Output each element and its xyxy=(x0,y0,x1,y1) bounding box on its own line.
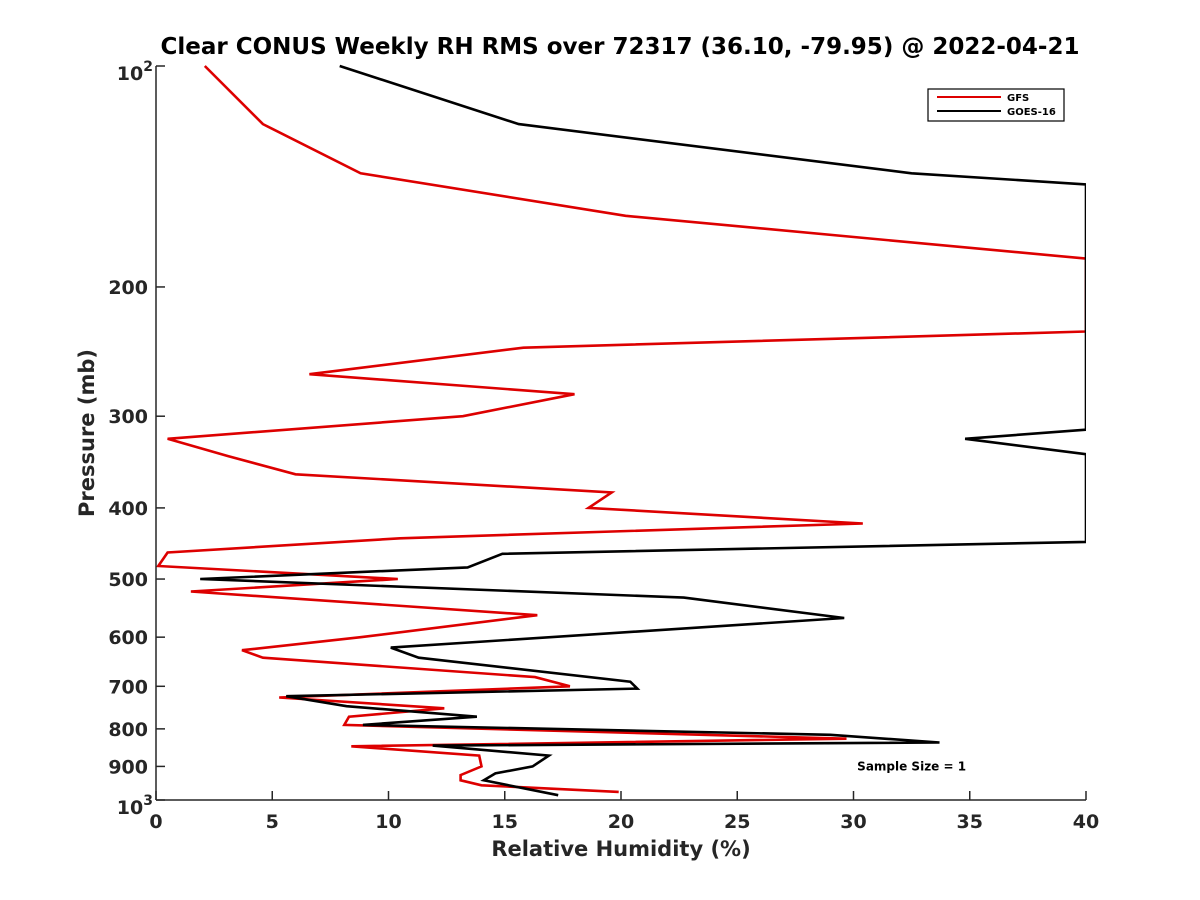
y-tick-label: 200 xyxy=(108,277,148,299)
y-axis-label: Pressure (mb) xyxy=(75,349,99,517)
series-line-gfs xyxy=(156,65,1086,794)
series-layer xyxy=(156,64,1086,797)
y-tick-label: 103 xyxy=(117,793,153,819)
x-tick-label: 0 xyxy=(149,811,162,833)
x-tick-label: 20 xyxy=(608,811,634,833)
x-tick-label: 10 xyxy=(375,811,401,833)
legend-box xyxy=(927,88,1065,122)
legend: GFS GOES-16 xyxy=(927,88,1065,122)
x-tick-label: 5 xyxy=(266,811,279,833)
y-tick-label: 800 xyxy=(108,719,148,741)
y-tick-label: 500 xyxy=(108,569,148,591)
y-tick-label: 300 xyxy=(108,406,148,428)
x-tick-label: 40 xyxy=(1073,811,1099,833)
x-tick-label: 30 xyxy=(840,811,866,833)
y-tick-label: 600 xyxy=(108,627,148,649)
legend-label-gfs: GFS xyxy=(1007,93,1029,104)
chart-title: Clear CONUS Weekly RH RMS over 72317 (36… xyxy=(161,34,1080,60)
series-line-goes16 xyxy=(200,64,1086,797)
x-axis-label: Relative Humidity (%) xyxy=(491,837,750,861)
x-tick-label: 35 xyxy=(957,811,983,833)
sample-size-annotation: Sample Size = 1 xyxy=(857,759,966,773)
x-tick-label: 25 xyxy=(724,811,750,833)
x-tick-label: 15 xyxy=(492,811,518,833)
plot-area xyxy=(156,66,1086,800)
legend-label-goes16: GOES-16 xyxy=(1007,107,1056,118)
y-tick-label: 700 xyxy=(108,676,148,698)
y-tick-label: 900 xyxy=(108,756,148,778)
y-tick-label: 102 xyxy=(117,59,153,85)
tick-layer: 0 5 10 15 20 25 30 35 40 102 200 300 400 500 600 700 800… xyxy=(108,59,1099,833)
y-tick-label: 400 xyxy=(108,498,148,520)
